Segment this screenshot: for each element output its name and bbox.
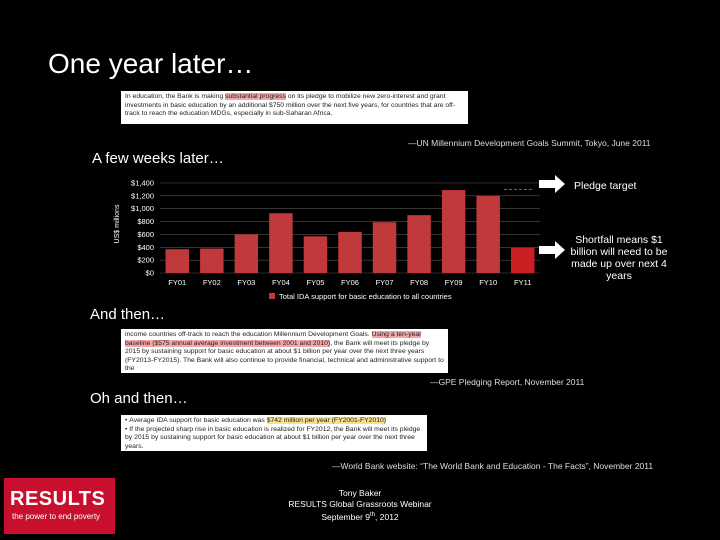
chart-y-tick-label: $1,200 xyxy=(131,191,154,200)
section-heading-and-then: And then… xyxy=(90,306,166,323)
quote-clip-world-bank: • Average IDA support for basic educatio… xyxy=(121,415,427,451)
attribution-world-bank: —World Bank website: “The World Bank and… xyxy=(332,461,654,471)
footer-date-post: , 2012 xyxy=(375,511,399,522)
chart-x-tick-label: FY03 xyxy=(237,278,255,287)
chart-x-ticks: FY01 FY02 FY03 FY04 FY05 FY06 FY07 FY08 FY09 FY10… xyxy=(168,278,531,287)
section-heading-few-weeks: A few weeks later… xyxy=(92,150,224,167)
chart-x-tick-label: FY06 xyxy=(341,278,359,287)
chart-bar-fy10 xyxy=(476,195,500,273)
ida-chart: $0 $200 $400 $600 $800 $1,000 $1,200 $1,400 FY0… xyxy=(114,179,540,301)
attribution-gpe: —GPE Pledging Report, November 2011 xyxy=(430,377,585,387)
quote-clip-gpe: income countries off-track to reach the … xyxy=(121,329,448,373)
chart-legend-label: Total IDA support for basic education to… xyxy=(279,292,452,301)
results-logo xyxy=(4,478,115,534)
chart-bar-fy09 xyxy=(441,190,466,273)
footer-date: September 9th, 2012 xyxy=(250,510,470,523)
chart-x-tick-label: FY05 xyxy=(306,278,324,287)
quote-un-pre: In education, the Bank is making xyxy=(125,93,226,100)
results-logo-name: RESULTS xyxy=(10,488,106,510)
quote-clip-un: In education, the Bank is making substan… xyxy=(121,91,468,124)
footer-date-sup: th xyxy=(370,512,376,518)
quote-gpe-post: , the Bank will meet its pledge by 2015 … xyxy=(125,339,444,373)
chart-y-axis-label: US$ millions xyxy=(114,204,121,243)
chart-bar-fy01 xyxy=(165,249,190,273)
chart-x-tick-label: FY10 xyxy=(479,278,497,287)
chart-x-tick-label: FY04 xyxy=(272,278,290,287)
chart-bar-fy06 xyxy=(338,231,362,273)
quote-wb-bullet-2: • If the projected sharp rise in basic e… xyxy=(125,425,421,450)
chart-bar-fy07 xyxy=(372,222,397,273)
section-heading-oh-and-then: Oh and then… xyxy=(90,390,188,407)
chart-y-tick-label: $0 xyxy=(146,269,154,278)
pledge-arrow-icon xyxy=(539,175,565,193)
chart-y-tick-label: $1,000 xyxy=(131,204,154,213)
pledge-target-annotation: Pledge target xyxy=(574,180,637,192)
chart-y-tick-label: $600 xyxy=(137,230,154,239)
chart-y-tick-label: $400 xyxy=(137,243,154,252)
chart-x-tick-label: FY09 xyxy=(445,278,463,287)
chart-x-tick-label: FY07 xyxy=(376,278,394,287)
quote-wb-bullet-1: • Average IDA support for basic educatio… xyxy=(125,417,387,424)
chart-y-tick-label: $200 xyxy=(137,256,154,265)
attribution-un: —UN Millennium Development Goals Summit,… xyxy=(408,138,651,148)
chart-bar-fy05 xyxy=(303,236,328,273)
quote-un-post: on its pledge to mobilize new zero-inter… xyxy=(125,93,456,117)
quote-wb-highlight: $742 million per year (FY2001-FY2010) xyxy=(266,417,387,424)
chart-y-ticks: $0 $200 $400 $600 $800 $1,000 $1,200 $1,400 xyxy=(131,179,154,278)
chart-bar-fy02 xyxy=(200,248,224,273)
chart-y-tick-label: $800 xyxy=(137,217,154,226)
footer-credits: Tony Baker RESULTS Global Grassroots Web… xyxy=(250,488,470,523)
slide-title: One year later… xyxy=(48,48,254,79)
chart-y-tick-label: $1,400 xyxy=(131,179,154,188)
footer-event: RESULTS Global Grassroots Webinar xyxy=(288,499,432,509)
quote-gpe-pre: income countries off-track to reach the … xyxy=(125,331,372,338)
chart-x-tick-label: FY02 xyxy=(203,278,221,287)
footer-date-pre: September 9 xyxy=(321,511,370,522)
chart-bar-fy03 xyxy=(234,234,259,273)
chart-legend-swatch xyxy=(269,293,275,299)
chart-bar-fy08 xyxy=(407,215,431,273)
chart-x-tick-label: FY01 xyxy=(168,278,186,287)
chart-bar-fy04 xyxy=(269,213,293,273)
quote-un-highlight: substantial progress xyxy=(225,93,286,100)
footer-presenter: Tony Baker xyxy=(338,488,382,498)
results-logo-tagline: the power to end poverty xyxy=(12,512,101,521)
chart-x-tick-label: FY11 xyxy=(514,278,531,287)
chart-x-tick-label: FY08 xyxy=(410,278,428,287)
shortfall-arrow-icon xyxy=(539,241,565,259)
quote-wb-line1-pre: Average IDA support for basic education … xyxy=(129,417,267,424)
quote-wb-line2: If the projected sharp rise in basic edu… xyxy=(125,425,421,450)
chart-bars xyxy=(165,190,535,273)
shortfall-annotation: Shortfall means $1 billion will need to … xyxy=(570,234,668,282)
chart-bar-fy11 xyxy=(510,247,535,273)
